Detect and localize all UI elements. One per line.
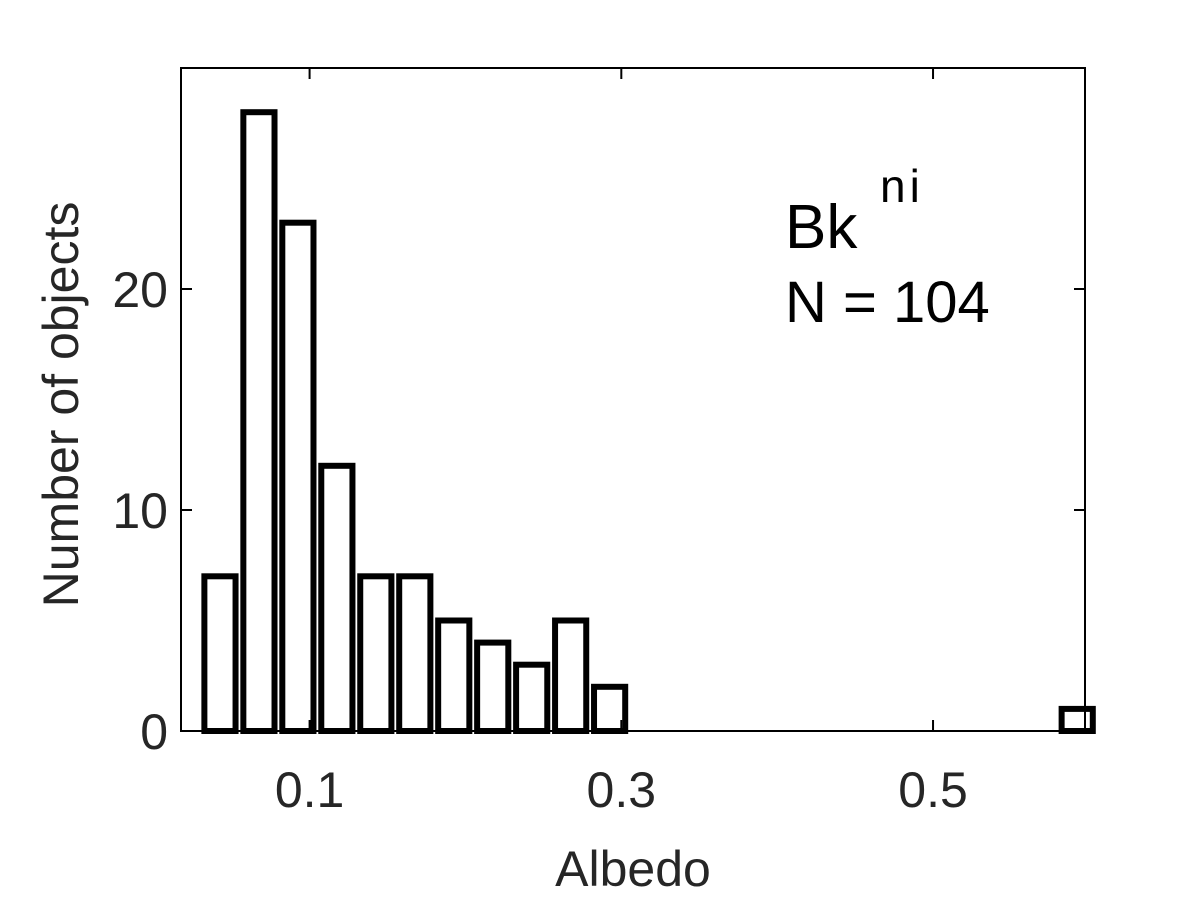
histogram-bar xyxy=(396,573,434,734)
y-tick-label: 0 xyxy=(140,704,168,760)
x-tick-label: 0.3 xyxy=(587,762,657,818)
histogram-bar xyxy=(279,219,317,734)
histogram-bar xyxy=(552,617,590,734)
annotation-class-label: Bk xyxy=(785,193,858,262)
bars-group xyxy=(201,109,1096,735)
histogram-bar xyxy=(1058,705,1096,735)
x-axis-label: Albedo xyxy=(555,841,711,897)
histogram-bar xyxy=(201,573,239,734)
histogram-bar xyxy=(357,573,395,734)
y-tick-label: 10 xyxy=(112,483,168,539)
histogram-bar xyxy=(240,109,278,734)
histogram-bar xyxy=(474,639,512,734)
plot-area-frame xyxy=(180,67,1086,732)
axis-ticks-group xyxy=(181,68,1085,732)
histogram-bar xyxy=(513,661,551,735)
x-tick-label: 0.1 xyxy=(275,762,345,818)
y-axis-label: Number of objects xyxy=(33,202,89,608)
x-tick-label: 0.5 xyxy=(898,762,968,818)
annotation-class-superscript: ni xyxy=(880,160,924,212)
histogram-bar xyxy=(435,617,473,734)
annotation-count: N = 104 xyxy=(785,270,990,335)
tick-labels-group: 0.1 0.3 0.5 0 10 20 xyxy=(112,262,967,818)
histogram-bar xyxy=(318,462,356,734)
y-tick-label: 20 xyxy=(112,262,168,318)
annotation-class-name: Bk xyxy=(785,193,858,262)
